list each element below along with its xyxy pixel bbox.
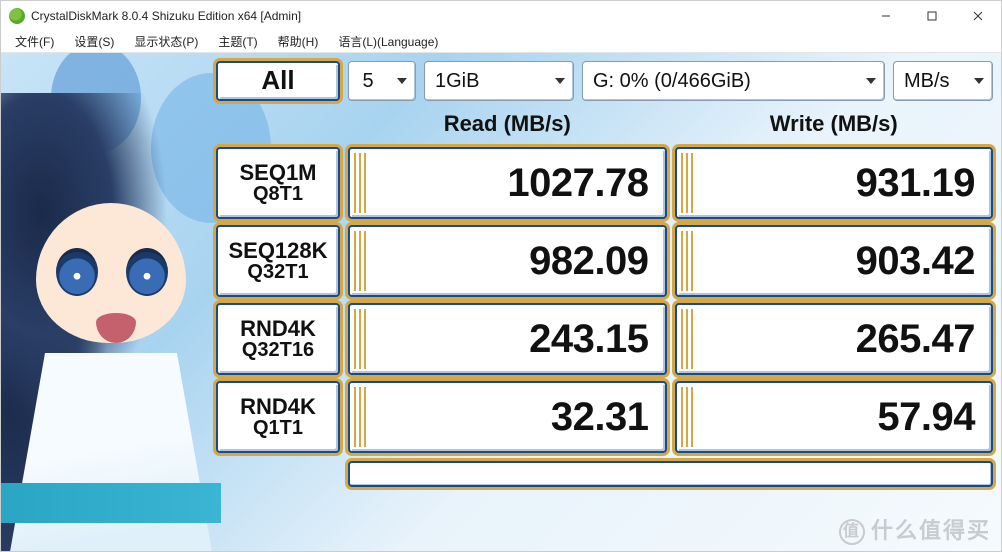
- test-button-rnd4k-q32t16[interactable]: RND4K Q32T16: [216, 303, 340, 375]
- test-label-line1: SEQ1M: [239, 161, 316, 184]
- test-label-line2: Q1T1: [253, 418, 303, 439]
- menu-language[interactable]: 语言(L)(Language): [330, 31, 446, 52]
- size-select[interactable]: 1GiB: [424, 61, 574, 101]
- write-value: 57.94: [675, 381, 994, 453]
- header-spacer: [216, 107, 340, 141]
- test-button-rnd4k-q1t1[interactable]: RND4K Q1T1: [216, 381, 340, 453]
- menu-settings[interactable]: 设置(S): [66, 31, 122, 52]
- test-label-line1: SEQ128K: [228, 239, 327, 262]
- test-label-line2: Q8T1: [253, 184, 303, 205]
- test-row-rnd4k-q32: RND4K Q32T16 243.15 265.47: [216, 303, 993, 375]
- test-label-line1: RND4K: [240, 395, 316, 418]
- menu-help[interactable]: 帮助(H): [270, 31, 327, 52]
- menu-theme[interactable]: 主题(T): [210, 31, 265, 52]
- client-area: All 5 1GiB G: 0% (0/466GiB) MB/s Read (M…: [1, 53, 1001, 551]
- window-buttons: [863, 1, 1001, 31]
- app-window: CrystalDiskMark 8.0.4 Shizuku Edition x6…: [0, 0, 1002, 552]
- test-row-seq128k: SEQ128K Q32T1 982.09 903.42: [216, 225, 993, 297]
- maximize-button[interactable]: [909, 1, 955, 31]
- write-value: 265.47: [675, 303, 994, 375]
- column-headers: Read (MB/s) Write (MB/s): [216, 107, 993, 141]
- menubar: 文件(F) 设置(S) 显示状态(P) 主题(T) 帮助(H) 语言(L)(La…: [1, 31, 1001, 53]
- close-button[interactable]: [955, 1, 1001, 31]
- menu-display[interactable]: 显示状态(P): [126, 31, 206, 52]
- write-header: Write (MB/s): [675, 107, 994, 141]
- runs-select[interactable]: 5: [348, 61, 416, 101]
- status-spacer: [216, 461, 340, 487]
- shizuku-mascot-art: [1, 53, 216, 551]
- titlebar: CrystalDiskMark 8.0.4 Shizuku Edition x6…: [1, 1, 1001, 31]
- controls-row: All 5 1GiB G: 0% (0/466GiB) MB/s: [216, 61, 993, 101]
- test-label-line2: Q32T1: [247, 262, 308, 283]
- test-label-line2: Q32T16: [242, 340, 314, 361]
- write-value: 931.19: [675, 147, 994, 219]
- read-value: 32.31: [348, 381, 667, 453]
- test-row-rnd4k-q1: RND4K Q1T1 32.31 57.94: [216, 381, 993, 453]
- benchmark-panel: All 5 1GiB G: 0% (0/466GiB) MB/s Read (M…: [216, 61, 993, 543]
- test-button-seq128k-q32t1[interactable]: SEQ128K Q32T1: [216, 225, 340, 297]
- test-button-seq1m-q8t1[interactable]: SEQ1M Q8T1: [216, 147, 340, 219]
- menu-file[interactable]: 文件(F): [7, 31, 62, 52]
- app-icon: [9, 8, 25, 24]
- read-value: 1027.78: [348, 147, 667, 219]
- read-header: Read (MB/s): [348, 107, 667, 141]
- test-row-seq1m: SEQ1M Q8T1 1027.78 931.19: [216, 147, 993, 219]
- status-bar: [348, 461, 993, 487]
- write-value: 903.42: [675, 225, 994, 297]
- test-label-line1: RND4K: [240, 317, 316, 340]
- window-title: CrystalDiskMark 8.0.4 Shizuku Edition x6…: [31, 9, 863, 23]
- read-value: 982.09: [348, 225, 667, 297]
- drive-select[interactable]: G: 0% (0/466GiB): [582, 61, 885, 101]
- run-all-button[interactable]: All: [216, 61, 340, 101]
- minimize-button[interactable]: [863, 1, 909, 31]
- unit-select[interactable]: MB/s: [893, 61, 993, 101]
- read-value: 243.15: [348, 303, 667, 375]
- status-row: [216, 461, 993, 487]
